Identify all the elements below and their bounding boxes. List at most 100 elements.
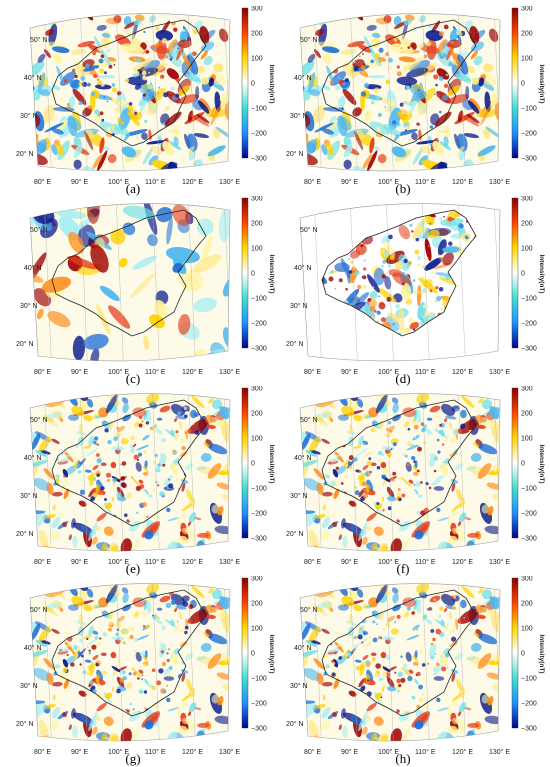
colorbar-tick: −100	[521, 486, 537, 493]
lon-label: 100° E	[108, 178, 129, 186]
lat-label: 30° N	[20, 112, 38, 120]
colorbar-tick: 200	[251, 601, 263, 608]
lon-label: 120° E	[452, 178, 473, 186]
map-panel-e: 20° N 30° N 40° N 50° N 80° E 90° E 100° E 110°…	[8, 386, 278, 574]
lon-label: 120° E	[182, 748, 203, 756]
lon-label: 80° E	[304, 368, 322, 376]
china-outline	[321, 589, 477, 717]
lat-label: 50° N	[30, 226, 48, 234]
lon-label: 80° E	[304, 178, 322, 186]
lat-label: 40° N	[294, 74, 312, 82]
panel-caption: (f)	[396, 561, 410, 576]
colorbar-tick: 300	[251, 576, 263, 583]
lon-label: 100° E	[378, 178, 399, 186]
lat-label: 20° N	[16, 530, 34, 538]
china-outline	[321, 19, 477, 147]
colorbar-tick: 300	[521, 6, 533, 13]
colorbar-tick: 100	[251, 626, 263, 633]
lat-label: 20° N	[16, 720, 34, 728]
lat-label: 50° N	[30, 416, 48, 424]
lon-label: 80° E	[34, 178, 52, 186]
anomaly-field	[30, 203, 230, 361]
colorbar-tick: 200	[521, 601, 533, 608]
lon-label: 130° E	[219, 558, 240, 566]
colorbar-tick: 100	[521, 246, 533, 253]
colorbar	[241, 387, 249, 539]
map-svg: 20° N 30° N 40° N 50° N 80° E 90° E 100° E 110°…	[16, 576, 275, 756]
lat-label: 30° N	[290, 112, 308, 120]
map-panel-b: 20° N 30° N 40° N 50° N 80° E 90° E 100° E 110°…	[278, 6, 548, 194]
colorbar-tick: 300	[251, 386, 263, 393]
colorbar-tick: −300	[251, 346, 267, 353]
colorbar-tick: 0	[251, 271, 255, 278]
lat-label: 30° N	[290, 302, 308, 310]
colorbar-tick: 200	[521, 411, 533, 418]
china-outline	[51, 589, 207, 717]
lat-label: 30° N	[290, 492, 308, 500]
colorbar-tick: −300	[521, 346, 537, 353]
colorbar-tick: 200	[251, 411, 263, 418]
panel-caption: (d)	[395, 371, 411, 386]
lon-label: 130° E	[219, 368, 240, 376]
lon-label: 110° E	[145, 558, 166, 566]
lon-label: 80° E	[304, 748, 322, 756]
map-svg: 20° N 30° N 40° N 50° N 80° E 90° E 100° E 110°…	[286, 386, 545, 566]
colorbar-tick: −200	[251, 321, 267, 328]
colorbar-tick: 0	[251, 651, 255, 658]
map-panel-f: 20° N 30° N 40° N 50° N 80° E 90° E 100° E 110°…	[278, 386, 548, 574]
lon-label: 130° E	[489, 178, 510, 186]
lat-label: 30° N	[20, 492, 38, 500]
lon-label: 90° E	[341, 748, 359, 756]
lat-label: 20° N	[16, 150, 34, 158]
colorbar-tick: 100	[521, 56, 533, 63]
lon-label: 100° E	[108, 748, 129, 756]
colorbar-tick: 0	[521, 81, 525, 88]
lon-label: 100° E	[378, 368, 399, 376]
lon-label: 100° E	[108, 558, 129, 566]
lon-label: 110° E	[415, 558, 436, 566]
anomaly-field	[300, 583, 500, 741]
colorbar-tick: −100	[251, 486, 267, 493]
colorbar-tick: 0	[251, 81, 255, 88]
colorbar-tick: 100	[521, 436, 533, 443]
lon-label: 130° E	[489, 368, 510, 376]
colorbar	[241, 577, 249, 729]
colorbar-label: Intensity(nT)	[538, 255, 545, 294]
colorbar-tick: −100	[521, 106, 537, 113]
colorbar-tick: −200	[251, 131, 267, 138]
colorbar-tick: −200	[521, 131, 537, 138]
lat-label: 20° N	[16, 340, 34, 348]
colorbar-tick: −300	[521, 156, 537, 163]
china-outline	[51, 209, 207, 337]
lat-label: 40° N	[24, 454, 42, 462]
panel-caption: (g)	[125, 751, 141, 766]
lon-label: 80° E	[34, 368, 52, 376]
lat-label: 40° N	[294, 264, 312, 272]
colorbar-tick: 300	[251, 196, 263, 203]
lat-label: 50° N	[300, 226, 318, 234]
graticule	[43, 583, 230, 741]
lon-label: 120° E	[182, 558, 203, 566]
graticule	[313, 583, 500, 741]
lon-label: 120° E	[452, 558, 473, 566]
graticule	[313, 393, 500, 551]
colorbar-label: Intensity(nT)	[538, 445, 545, 484]
map-svg: 20° N 30° N 40° N 50° N 80° E 90° E 100° E 110°…	[16, 6, 275, 186]
china-outline	[51, 19, 207, 147]
colorbar-tick: −200	[251, 701, 267, 708]
map-panel-a: 20° N 30° N 40° N 50° N 80° E 90° E 100° E 110°…	[8, 6, 278, 194]
china-outline	[51, 399, 207, 527]
lat-label: 50° N	[300, 36, 318, 44]
lat-label: 40° N	[24, 74, 42, 82]
colorbar-tick: 200	[251, 31, 263, 38]
colorbar-tick: −200	[251, 511, 267, 518]
lon-label: 110° E	[415, 368, 436, 376]
colorbar-label: Intensity(nT)	[538, 65, 545, 104]
lon-label: 110° E	[415, 748, 436, 756]
colorbar-tick: 100	[521, 626, 533, 633]
colorbar-label: Intensity(nT)	[538, 635, 545, 674]
colorbar-tick: −100	[521, 676, 537, 683]
colorbar	[511, 197, 519, 349]
colorbar-tick: 0	[521, 271, 525, 278]
lon-label: 110° E	[145, 178, 166, 186]
